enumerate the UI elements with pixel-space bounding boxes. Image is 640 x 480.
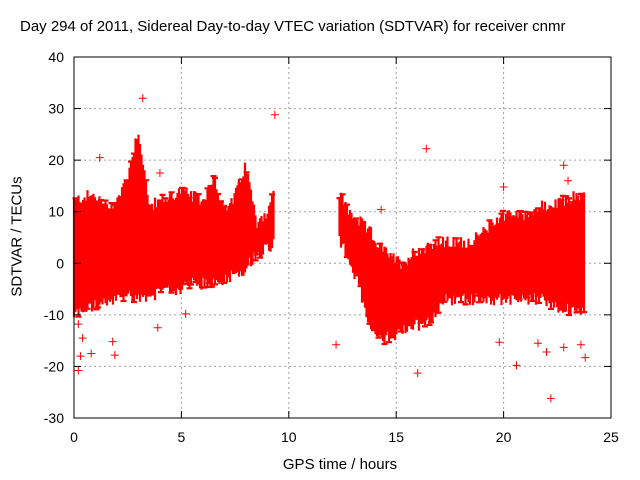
outlier-point xyxy=(332,340,341,349)
outlier-point xyxy=(153,323,162,332)
y-tick-label: 10 xyxy=(48,204,64,220)
y-tick-label: -30 xyxy=(44,410,64,426)
outlier-point xyxy=(576,340,585,349)
y-axis-label: SDTVAR / TECUs xyxy=(8,176,26,297)
outlier-point xyxy=(87,349,96,358)
outlier-point xyxy=(542,347,551,356)
plot-frame xyxy=(73,56,612,419)
x-tick-label: 0 xyxy=(70,429,78,445)
x-tick-label: 10 xyxy=(281,429,297,445)
outlier-point xyxy=(270,110,279,119)
outlier-point xyxy=(495,338,504,347)
y-tick-label: 40 xyxy=(48,49,64,65)
data-series xyxy=(72,94,590,403)
outlier-point xyxy=(564,176,573,185)
outlier-point xyxy=(581,353,590,362)
outlier-point xyxy=(499,182,508,191)
outlier-point xyxy=(95,153,104,162)
outlier-point xyxy=(181,309,190,318)
outlier-point xyxy=(110,351,119,360)
data-band xyxy=(72,134,587,346)
chart-title: Day 294 of 2011, Sidereal Day-to-day VTE… xyxy=(20,18,566,35)
outlier-point xyxy=(108,337,117,346)
y-tick-label: -10 xyxy=(44,307,64,323)
axes-ticks: 0 5 10 15 20 25 -30 -20 -10 0 10 20 30 40 xyxy=(44,49,619,445)
x-tick-label: 20 xyxy=(496,429,512,445)
outlier-point xyxy=(546,394,555,403)
outlier-point xyxy=(78,334,87,343)
y-tick-label: 30 xyxy=(48,101,64,117)
x-tick-label: 25 xyxy=(603,429,619,445)
outlier-point xyxy=(155,169,164,178)
outlier-point xyxy=(138,94,147,103)
y-tick-label: 20 xyxy=(48,152,64,168)
outlier-point xyxy=(76,352,85,361)
outlier-point xyxy=(533,339,542,348)
x-axis-label: GPS time / hours xyxy=(282,456,398,473)
outlier-point xyxy=(377,205,386,214)
y-tick-label: -20 xyxy=(44,358,64,374)
outlier-point xyxy=(512,361,521,370)
outlier-point xyxy=(422,144,431,153)
outlier-point xyxy=(74,366,83,375)
x-tick-label: 5 xyxy=(178,429,186,445)
outlier-point xyxy=(123,181,132,190)
x-tick-label: 15 xyxy=(388,429,404,445)
y-tick-label: 0 xyxy=(56,255,64,271)
outlier-point xyxy=(413,369,422,378)
outlier-point xyxy=(559,161,568,170)
outlier-point xyxy=(559,343,568,352)
outlier-point xyxy=(74,320,83,329)
